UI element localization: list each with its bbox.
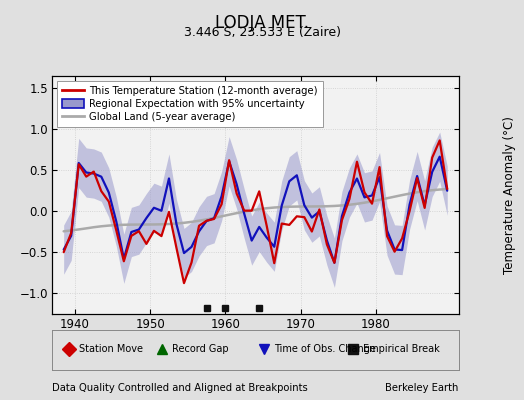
Text: Empirical Break: Empirical Break: [363, 344, 440, 354]
Text: Temperature Anomaly (°C): Temperature Anomaly (°C): [503, 116, 516, 274]
Text: Station Move: Station Move: [79, 344, 143, 354]
Text: Berkeley Earth: Berkeley Earth: [385, 383, 458, 393]
Text: Record Gap: Record Gap: [172, 344, 229, 354]
Text: Data Quality Controlled and Aligned at Breakpoints: Data Quality Controlled and Aligned at B…: [52, 383, 308, 393]
Text: Time of Obs. Change: Time of Obs. Change: [274, 344, 376, 354]
Text: 3.446 S, 23.533 E (Zaire): 3.446 S, 23.533 E (Zaire): [183, 26, 341, 39]
Legend: This Temperature Station (12-month average), Regional Expectation with 95% uncer: This Temperature Station (12-month avera…: [58, 81, 323, 127]
Text: LODJA MET.: LODJA MET.: [215, 14, 309, 32]
